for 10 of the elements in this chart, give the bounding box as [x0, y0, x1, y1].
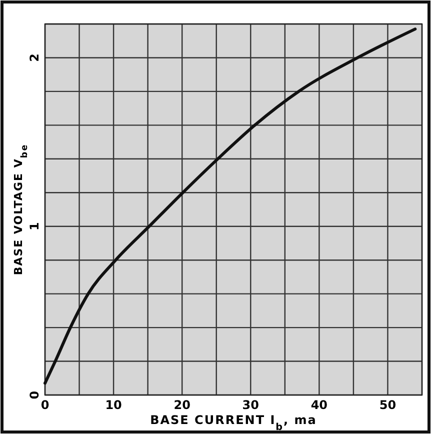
x-tick-label: 30	[242, 398, 259, 412]
y-tick-label: 1	[27, 222, 42, 231]
y-tick-label: 0	[27, 390, 42, 400]
x-tick-label: 50	[379, 398, 396, 412]
x-tick-label: 20	[174, 398, 190, 412]
x-tick-label: 10	[105, 398, 122, 412]
y-tick-label: 2	[27, 54, 42, 62]
x-tick-label: 40	[310, 398, 328, 412]
x-axis-title: BASE CURRENT I$_{b}$, ma	[150, 413, 317, 432]
line-series	[44, 28, 417, 385]
